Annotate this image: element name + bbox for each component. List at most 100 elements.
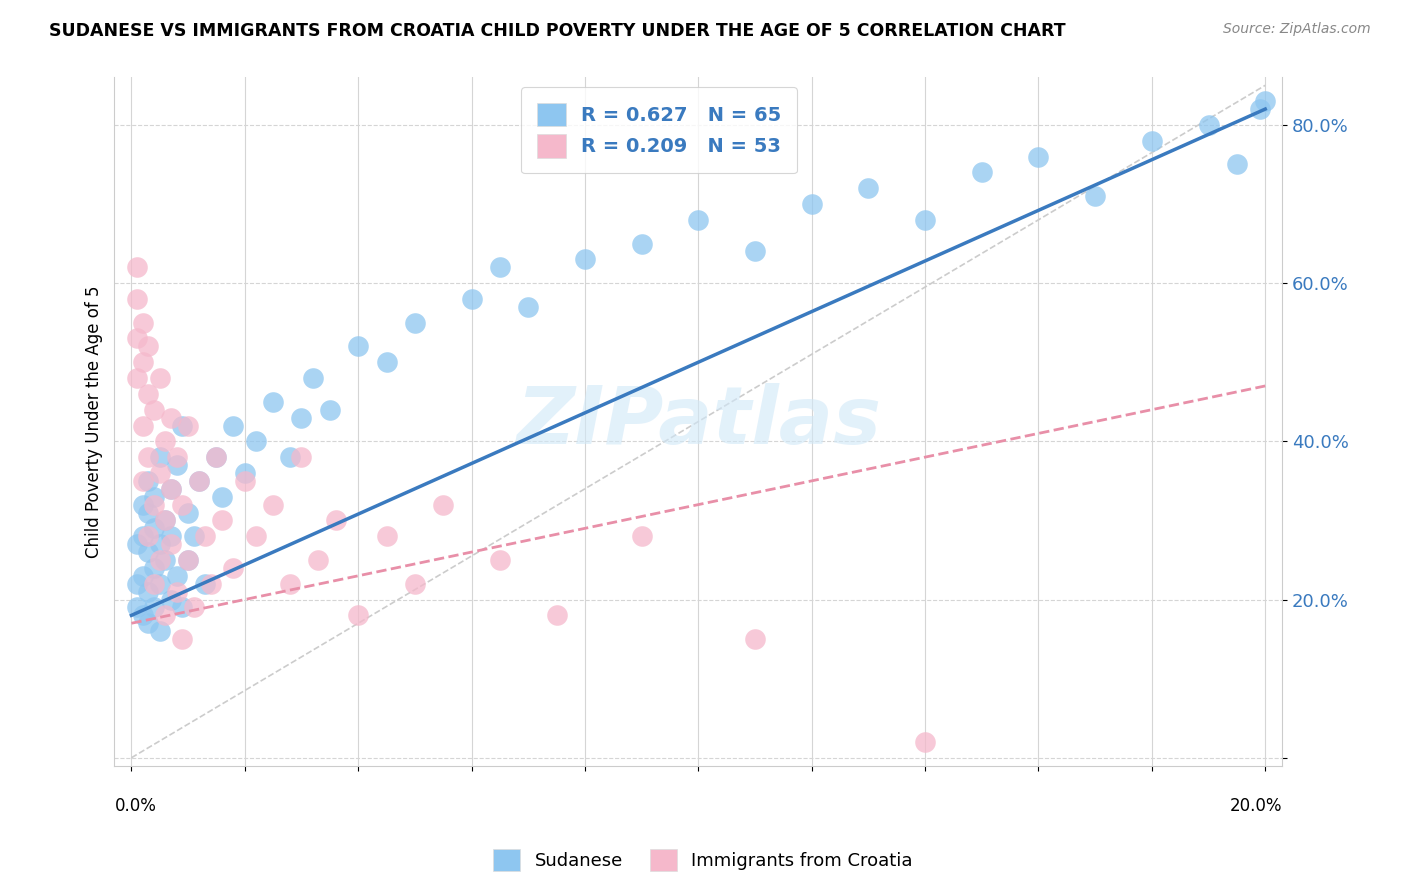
- Point: [233, 474, 256, 488]
- Point: [262, 394, 284, 409]
- Point: [688, 212, 710, 227]
- Point: [432, 498, 454, 512]
- Point: [188, 474, 211, 488]
- Legend: R = 0.627   N = 65, R = 0.209   N = 53: R = 0.627 N = 65, R = 0.209 N = 53: [522, 87, 797, 174]
- Point: [127, 576, 149, 591]
- Point: [630, 529, 652, 543]
- Point: [132, 498, 155, 512]
- Point: [194, 576, 217, 591]
- Point: [149, 466, 172, 480]
- Point: [166, 450, 188, 464]
- Point: [172, 498, 194, 512]
- Point: [127, 371, 149, 385]
- Point: [143, 490, 166, 504]
- Point: [347, 339, 370, 353]
- Point: [160, 482, 183, 496]
- Point: [205, 450, 228, 464]
- Point: [132, 316, 155, 330]
- Point: [149, 537, 172, 551]
- Point: [166, 458, 188, 472]
- Point: [245, 434, 267, 449]
- Point: [132, 608, 155, 623]
- Point: [155, 553, 177, 567]
- Point: [155, 513, 177, 527]
- Point: [160, 592, 183, 607]
- Point: [194, 529, 217, 543]
- Point: [138, 616, 160, 631]
- Point: [222, 561, 245, 575]
- Point: [183, 529, 205, 543]
- Point: [1140, 134, 1163, 148]
- Point: [290, 450, 312, 464]
- Point: [375, 529, 398, 543]
- Point: [138, 387, 160, 401]
- Point: [132, 529, 155, 543]
- Point: [143, 521, 166, 535]
- Point: [325, 513, 347, 527]
- Point: [546, 608, 568, 623]
- Point: [160, 529, 183, 543]
- Point: [143, 561, 166, 575]
- Point: [160, 537, 183, 551]
- Point: [245, 529, 267, 543]
- Point: [172, 418, 194, 433]
- Point: [347, 608, 370, 623]
- Text: Source: ZipAtlas.com: Source: ZipAtlas.com: [1223, 22, 1371, 37]
- Point: [1198, 118, 1220, 132]
- Point: [404, 316, 426, 330]
- Point: [200, 576, 222, 591]
- Point: [177, 553, 200, 567]
- Point: [375, 355, 398, 369]
- Legend: Sudanese, Immigrants from Croatia: Sudanese, Immigrants from Croatia: [486, 842, 920, 879]
- Point: [149, 553, 172, 567]
- Point: [143, 600, 166, 615]
- Point: [155, 513, 177, 527]
- Point: [205, 450, 228, 464]
- Point: [517, 300, 540, 314]
- Text: ZIPatlas: ZIPatlas: [516, 383, 880, 460]
- Point: [177, 418, 200, 433]
- Point: [138, 474, 160, 488]
- Point: [233, 466, 256, 480]
- Point: [149, 450, 172, 464]
- Point: [914, 212, 936, 227]
- Point: [914, 735, 936, 749]
- Point: [278, 450, 301, 464]
- Point: [630, 236, 652, 251]
- Point: [211, 490, 233, 504]
- Point: [1254, 94, 1277, 108]
- Point: [166, 584, 188, 599]
- Point: [301, 371, 323, 385]
- Point: [489, 260, 512, 275]
- Point: [460, 292, 482, 306]
- Point: [143, 498, 166, 512]
- Point: [1226, 157, 1249, 171]
- Point: [143, 402, 166, 417]
- Point: [127, 331, 149, 345]
- Point: [155, 434, 177, 449]
- Point: [160, 410, 183, 425]
- Point: [177, 506, 200, 520]
- Point: [155, 608, 177, 623]
- Point: [404, 576, 426, 591]
- Point: [132, 474, 155, 488]
- Point: [1084, 189, 1107, 203]
- Point: [138, 529, 160, 543]
- Point: [143, 576, 166, 591]
- Point: [188, 474, 211, 488]
- Y-axis label: Child Poverty Under the Age of 5: Child Poverty Under the Age of 5: [86, 285, 103, 558]
- Point: [1028, 149, 1050, 163]
- Text: SUDANESE VS IMMIGRANTS FROM CROATIA CHILD POVERTY UNDER THE AGE OF 5 CORRELATION: SUDANESE VS IMMIGRANTS FROM CROATIA CHIL…: [49, 22, 1066, 40]
- Point: [858, 181, 880, 195]
- Point: [222, 418, 245, 433]
- Point: [1249, 102, 1271, 116]
- Point: [132, 418, 155, 433]
- Point: [149, 624, 172, 639]
- Point: [970, 165, 993, 179]
- Point: [211, 513, 233, 527]
- Point: [800, 197, 823, 211]
- Point: [177, 553, 200, 567]
- Point: [262, 498, 284, 512]
- Point: [308, 553, 330, 567]
- Text: 0.0%: 0.0%: [114, 797, 156, 814]
